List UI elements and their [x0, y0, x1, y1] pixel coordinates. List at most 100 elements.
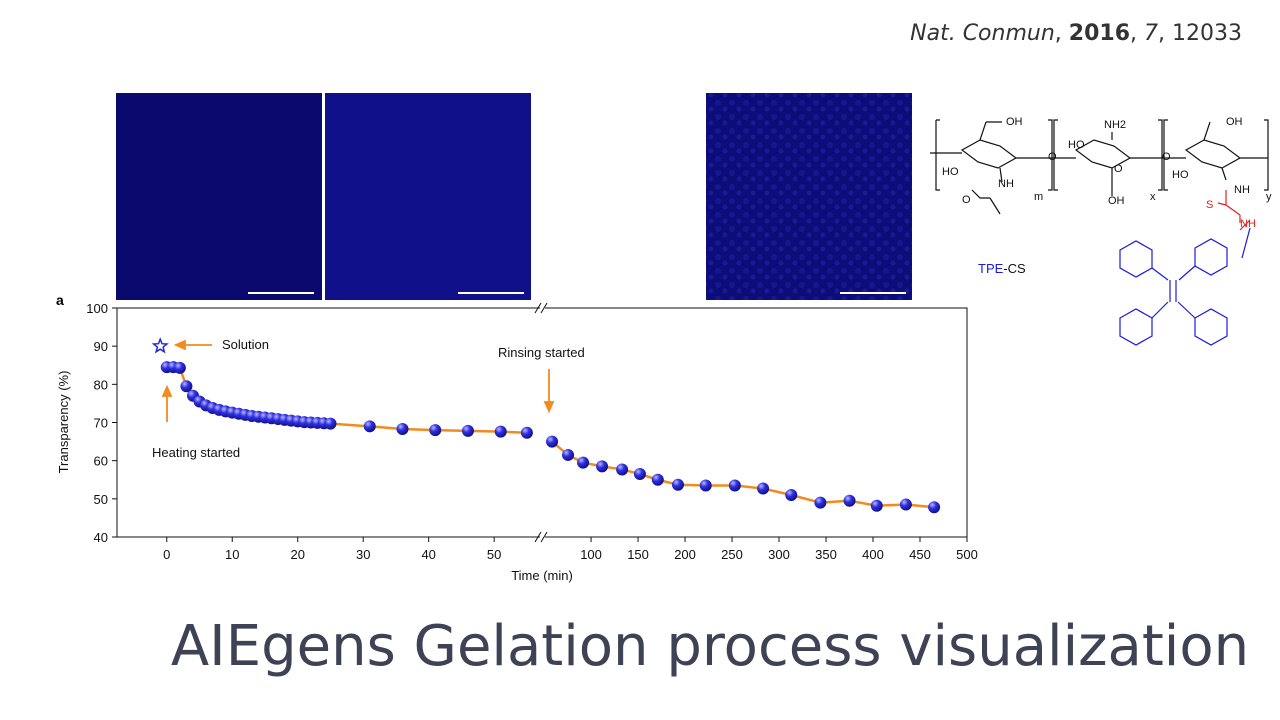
data-point [363, 420, 376, 433]
panel-label: a [56, 292, 64, 308]
annotation: Rinsing started [498, 345, 585, 360]
axis-break [534, 302, 548, 314]
y-tick-label: 80 [94, 377, 108, 392]
atom-label: S [1206, 199, 1213, 211]
data-point [546, 435, 559, 448]
x-tick-label: 50 [487, 547, 501, 562]
data-line [551, 440, 935, 509]
journal: Nat. Conmun [910, 21, 1055, 46]
atom-label: HO [942, 166, 959, 178]
data-line [166, 365, 527, 435]
data-point [577, 456, 590, 469]
x-tick-label: 500 [956, 547, 978, 562]
atom-label: NH [1240, 218, 1256, 230]
x-tick-label: 450 [909, 547, 931, 562]
separator: , [1130, 21, 1144, 46]
y-axis-label: Transparency (%) [56, 371, 71, 474]
data-point [633, 468, 646, 481]
x-tick-label: 30 [356, 547, 370, 562]
data-point [596, 460, 609, 473]
x-tick-label: 100 [580, 547, 602, 562]
annotation-arrows [161, 339, 555, 422]
atom-label: OH [1006, 116, 1023, 128]
brackets [935, 119, 1269, 191]
repeat-index: y [1266, 191, 1272, 203]
data-point [814, 496, 827, 509]
ring [1184, 139, 1242, 169]
x-tick-label: 40 [421, 547, 435, 562]
atom-label: O [1114, 163, 1123, 175]
data-point [520, 426, 533, 439]
atom-label: NH2 [1104, 119, 1126, 131]
y-tick-label: 70 [94, 416, 108, 431]
data-point [461, 424, 474, 437]
x-tick-label: 200 [674, 547, 696, 562]
y-tick-label: 90 [94, 339, 108, 354]
data-point [728, 479, 741, 492]
x-tick-label: 300 [768, 547, 790, 562]
caption-tpe: TPE [978, 261, 1004, 276]
data-point [173, 361, 186, 374]
atom-label: OH [1226, 116, 1243, 128]
y-tick-label: 40 [94, 530, 108, 545]
data-point [757, 482, 770, 495]
tetraphenylethene [1119, 227, 1251, 346]
caption-cs: -CS [1003, 261, 1026, 276]
annotation: Solution [222, 337, 269, 352]
x-tick-label: 400 [862, 547, 884, 562]
data-point [843, 494, 856, 507]
x-tick-label: 350 [815, 547, 837, 562]
atom-label: NH [998, 178, 1014, 190]
volume: 7 [1144, 21, 1158, 46]
structure-labels: OH HO NH O m NH2 HO O OH x OH HO NH y S … [942, 116, 1272, 276]
data-point [616, 463, 629, 476]
data-point [785, 489, 798, 502]
axis-break [534, 531, 548, 543]
micrograph [706, 93, 912, 300]
page: , 12033 [1158, 21, 1242, 46]
y-tick-label: 50 [94, 492, 108, 507]
citation: Nat. Conmun, 2016, 7, 12033 [910, 21, 1242, 46]
year: 2016 [1069, 21, 1130, 46]
annotation: Heating started [152, 445, 240, 460]
solution-point [151, 337, 169, 354]
x-tick-label: 0 [163, 547, 170, 562]
chart: 40 50 60 70 80 90 100 0 10 20 30 40 50 100 150 200 250 30… [86, 301, 978, 562]
atom-label: HO [1068, 139, 1085, 151]
atom-label: OH [1108, 195, 1125, 207]
atom-label: O [1048, 151, 1057, 163]
data-point [180, 380, 193, 393]
thiourea-bonds [1217, 190, 1251, 231]
x-tick-label: 10 [225, 547, 239, 562]
data-point [699, 479, 712, 492]
data-point [396, 422, 409, 435]
bonds [930, 121, 1268, 215]
separator: , [1055, 21, 1069, 46]
y-tick-label: 60 [94, 454, 108, 469]
structure-caption: TPE-CS [978, 261, 1026, 276]
data-point [429, 424, 442, 437]
repeat-index: x [1150, 191, 1156, 203]
chemical-structure [930, 119, 1269, 346]
atom-label: HO [1172, 169, 1189, 181]
micrograph [325, 93, 531, 300]
atom-label: NH [1234, 184, 1250, 196]
slide-title: AIEgens Gelation process visualization [171, 614, 1249, 679]
atom-label: O [1162, 151, 1171, 163]
y-tick-label: 100 [86, 301, 108, 316]
data-point [494, 425, 507, 438]
data-point [671, 478, 684, 491]
data-point [870, 499, 883, 512]
x-tick-label: 20 [290, 547, 304, 562]
micrograph [116, 93, 322, 300]
data-point [651, 473, 664, 486]
data-point [562, 448, 575, 461]
micrographs [116, 93, 912, 300]
data-point [928, 501, 941, 514]
x-tick-label: 250 [721, 547, 743, 562]
atom-label: O [962, 194, 971, 206]
ring [960, 139, 1018, 169]
x-tick-label: 150 [627, 547, 649, 562]
data-point [324, 417, 337, 430]
